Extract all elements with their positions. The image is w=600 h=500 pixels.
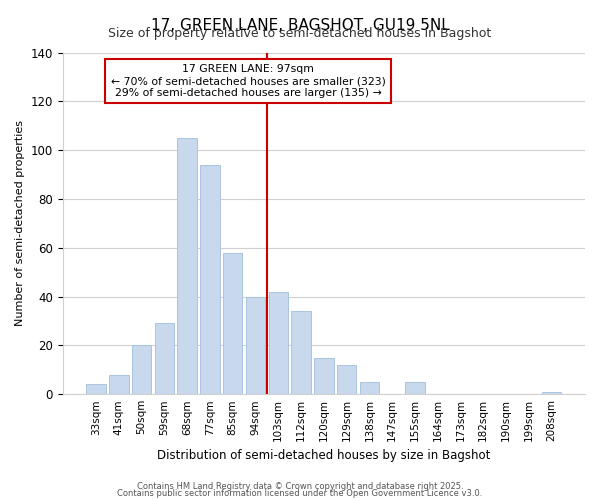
Bar xyxy=(405,382,425,394)
Bar xyxy=(542,392,561,394)
Bar xyxy=(155,324,174,394)
Bar xyxy=(246,296,265,394)
Text: Size of property relative to semi-detached houses in Bagshot: Size of property relative to semi-detach… xyxy=(109,28,491,40)
Bar xyxy=(359,382,379,394)
Bar xyxy=(269,292,288,394)
Bar xyxy=(337,365,356,394)
Bar xyxy=(86,384,106,394)
Bar xyxy=(200,165,220,394)
Text: 17 GREEN LANE: 97sqm
← 70% of semi-detached houses are smaller (323)
29% of semi: 17 GREEN LANE: 97sqm ← 70% of semi-detac… xyxy=(110,64,386,98)
Bar xyxy=(223,252,242,394)
Bar xyxy=(178,138,197,394)
Y-axis label: Number of semi-detached properties: Number of semi-detached properties xyxy=(15,120,25,326)
Bar xyxy=(109,374,128,394)
Bar xyxy=(314,358,334,394)
X-axis label: Distribution of semi-detached houses by size in Bagshot: Distribution of semi-detached houses by … xyxy=(157,450,491,462)
Text: Contains public sector information licensed under the Open Government Licence v3: Contains public sector information licen… xyxy=(118,490,482,498)
Text: Contains HM Land Registry data © Crown copyright and database right 2025.: Contains HM Land Registry data © Crown c… xyxy=(137,482,463,491)
Bar xyxy=(132,346,151,394)
Bar xyxy=(292,311,311,394)
Text: 17, GREEN LANE, BAGSHOT, GU19 5NL: 17, GREEN LANE, BAGSHOT, GU19 5NL xyxy=(151,18,449,32)
